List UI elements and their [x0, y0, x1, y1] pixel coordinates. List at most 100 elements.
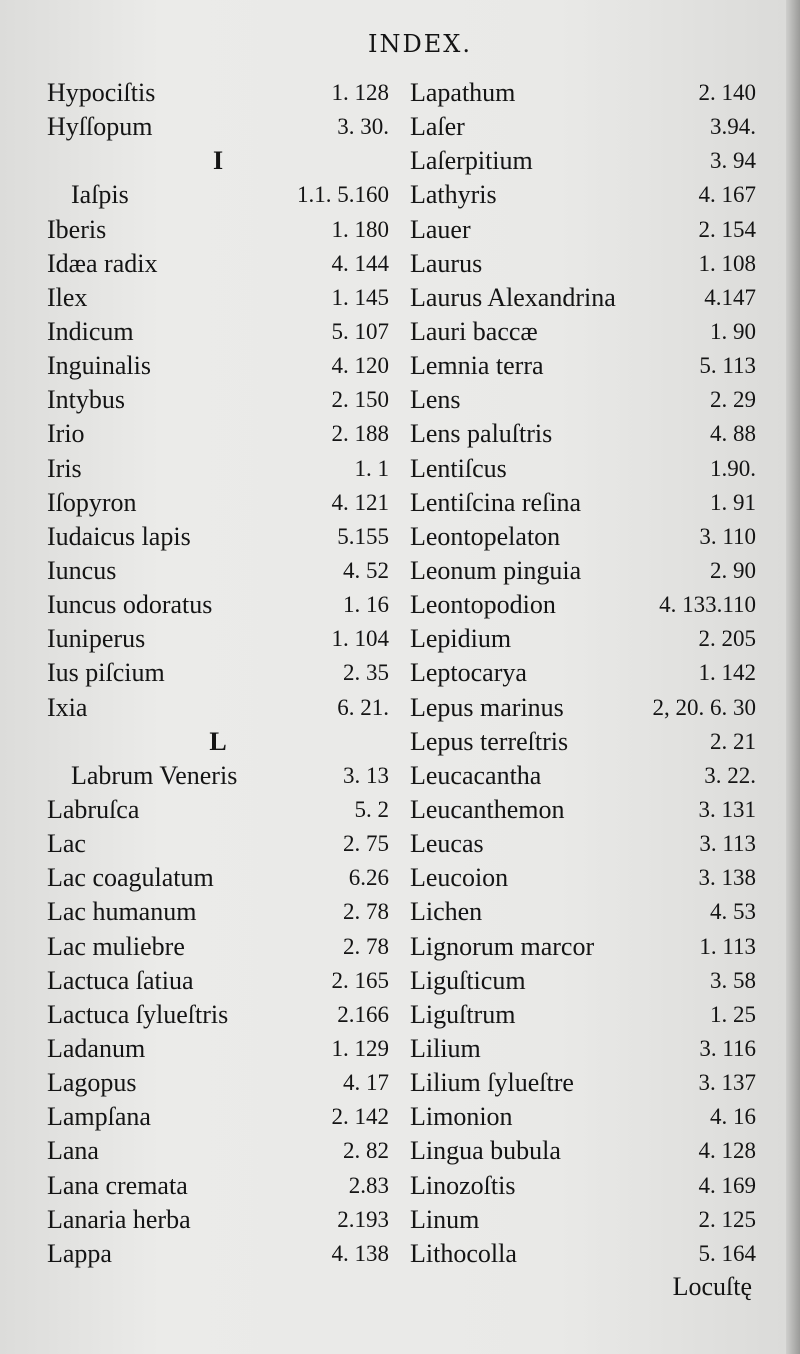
index-entry: Lentiſcina reſina 1. 91 — [410, 486, 756, 520]
entry-term: Ladanum — [47, 1033, 146, 1063]
entry-reference: 2. 125 — [698, 1206, 757, 1232]
entry-term: Iudaicus lapis — [47, 521, 191, 551]
entry-reference: 1. 142 — [698, 660, 757, 686]
entry-term: Lana — [47, 1136, 99, 1166]
entry-term: Lignorum marcor — [410, 931, 595, 961]
entry-term: Ius piſcium — [47, 658, 165, 688]
entry-term: Laurus — [410, 248, 483, 278]
entry-term: Hypociſtis — [47, 78, 156, 107]
entry-term: Lac — [47, 829, 86, 859]
entry-reference: 4. 121 — [331, 489, 390, 515]
entry-reference: 2. 154 — [698, 216, 757, 242]
entry-reference: 3. 13 — [343, 762, 389, 788]
entry-term: Idæa radix — [47, 248, 158, 278]
index-entry: Ilex 1. 145 — [47, 281, 389, 315]
index-entry: Linum 2. 125 — [410, 1203, 756, 1237]
entry-reference: 3. 138 — [698, 865, 757, 891]
entry-term: Lepus marinus — [410, 692, 564, 722]
entry-term: Lingua bubula — [410, 1136, 561, 1166]
section-letter: L — [209, 726, 227, 756]
entry-reference: 2. 29 — [710, 387, 756, 413]
index-entry: Lilium ſylueſtre 3. 137 — [410, 1066, 756, 1100]
index-entry: Lanaria herba 2.193 — [47, 1203, 389, 1237]
entry-reference: 3. 137 — [698, 1070, 757, 1096]
entry-reference: 4. 138 — [331, 1240, 390, 1266]
index-entry: Lepus marinus 2, 20. 6. 30 — [410, 691, 756, 725]
index-entry: Leucanthemon 3. 131 — [410, 793, 756, 827]
entry-reference: 4. 144 — [331, 250, 390, 276]
index-entry: Intybus 2. 150 — [47, 383, 389, 417]
entry-reference: 5. 2 — [354, 796, 390, 822]
index-entry: Lapathum 2. 140 — [410, 76, 756, 110]
entry-reference: 3.94. — [710, 114, 756, 140]
catchword: Locuſtę — [672, 1272, 752, 1301]
entry-reference: 6. 21. — [337, 694, 389, 720]
entry-term: Lens — [410, 385, 461, 415]
entry-term: Irio — [47, 419, 85, 449]
entry-term: Lactuca ſylueſtris — [47, 999, 229, 1029]
index-entry: Labrum Veneris 3. 13 — [47, 759, 389, 793]
entry-reference: 2. 188 — [331, 421, 390, 447]
page-edge — [786, 0, 800, 1354]
entry-reference: 1.1. 5.160 — [297, 182, 389, 208]
entry-reference: 2. 21 — [710, 728, 756, 754]
entry-term: Lauri baccæ — [410, 316, 538, 346]
index-entry: Leonum pinguia 2. 90 — [410, 554, 756, 588]
index-entry: Iuniperus 1. 104 — [47, 622, 389, 656]
entry-reference: 4. 52 — [343, 557, 389, 583]
entry-term: Lauer — [410, 214, 471, 244]
entry-reference: 2. 82 — [343, 1138, 389, 1164]
entry-term: Leonum pinguia — [410, 555, 582, 585]
entry-reference: 3. 58 — [710, 967, 756, 993]
index-entry: Liguſtrum 1. 25 — [410, 998, 756, 1032]
entry-reference: 5. 113 — [699, 353, 756, 379]
entry-reference: 2.193 — [337, 1206, 389, 1232]
entry-reference: 2. 140 — [698, 80, 757, 105]
index-entry: Lana cremata 2.83 — [47, 1169, 389, 1203]
index-entry: Lauer 2. 154 — [410, 213, 756, 247]
index-entry: Inguinalis 4. 120 — [47, 349, 389, 383]
entry-term: Ilex — [47, 282, 88, 312]
entry-reference: 4. 16 — [710, 1104, 756, 1130]
entry-term: Lagopus — [47, 1068, 137, 1098]
index-entry: Lappa 4. 138 — [47, 1237, 389, 1271]
entry-term: Leucas — [410, 829, 484, 859]
entry-reference: 3. 113 — [699, 831, 756, 857]
entry-term: Leucoion — [410, 863, 509, 893]
index-entry: Idæa radix 4. 144 — [47, 247, 389, 281]
entry-reference: 4. 167 — [698, 182, 757, 208]
entry-term: Labrum Veneris — [71, 760, 238, 790]
index-entry: Lampſana 2. 142 — [47, 1100, 389, 1134]
index-entry: Lepus terreſtris 2. 21 — [410, 725, 756, 759]
entry-term: Leucanthemon — [410, 794, 565, 824]
entry-term: Leptocarya — [410, 658, 527, 688]
index-entry: Leptocarya 1. 142 — [410, 656, 756, 690]
index-entry: Irio 2. 188 — [47, 417, 389, 451]
index-entry: Limonion 4. 16 — [410, 1100, 756, 1134]
index-entry: Lac humanum 2. 78 — [47, 895, 389, 929]
index-entry: Hypociſtis 1. 128 — [47, 76, 389, 110]
index-entry: Labruſca 5. 2 — [47, 793, 389, 827]
index-entry: Leucacantha 3. 22. — [410, 759, 756, 793]
index-entry: Laſerpitium 3. 94 — [410, 144, 756, 178]
entry-reference: 2. 75 — [343, 831, 389, 857]
entry-reference: 3. 131 — [698, 796, 757, 822]
entry-reference: 2. 35 — [343, 660, 389, 686]
entry-reference: 4. 128 — [698, 1138, 757, 1164]
index-entry: Lentiſcus 1.90. — [410, 452, 756, 486]
entry-term: Leucacantha — [410, 760, 542, 790]
index-entry: Hyſſopum 3. 30. — [47, 110, 389, 144]
entry-reference: 3. 30. — [337, 114, 389, 140]
entry-term: Lichen — [410, 897, 483, 927]
entry-reference: 3. 116 — [699, 1035, 756, 1061]
entry-term: Lilium ſylueſtre — [410, 1068, 574, 1098]
section-letter: I — [212, 146, 224, 176]
index-entry: Lac 2. 75 — [47, 827, 389, 861]
entry-reference: 2.83 — [348, 1172, 389, 1198]
entry-term: Iſopyron — [47, 487, 137, 517]
entry-term: Lemnia terra — [410, 351, 544, 381]
entry-term: Lanaria herba — [47, 1204, 191, 1234]
entry-reference: 4.147 — [704, 284, 756, 310]
index-entry: Lignorum marcor 1. 113 — [410, 930, 756, 964]
